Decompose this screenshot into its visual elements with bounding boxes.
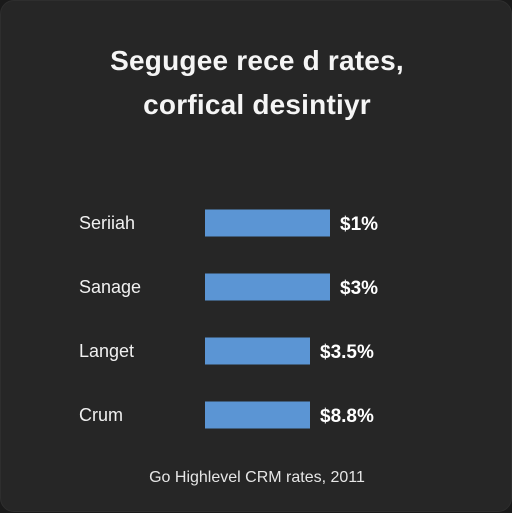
chart-title-line-2: corfical desintiyr [143,89,371,120]
chart-caption: Go Highlevel CRM rates, 2011 [149,469,365,486]
category-label: Langet [79,341,134,361]
category-label: Seriiah [79,213,135,233]
category-label: Crum [79,405,123,425]
category-label: Sanage [79,277,141,297]
bar [205,273,330,301]
value-label: $3% [340,278,378,299]
value-label: $8.8% [320,406,374,427]
value-label: $3.5% [320,342,374,363]
bar [205,209,330,237]
value-label: $1% [340,214,378,235]
bar [205,401,310,429]
chart-title-line-1: Segugee rece d rates, [110,45,404,76]
bar [205,337,310,365]
